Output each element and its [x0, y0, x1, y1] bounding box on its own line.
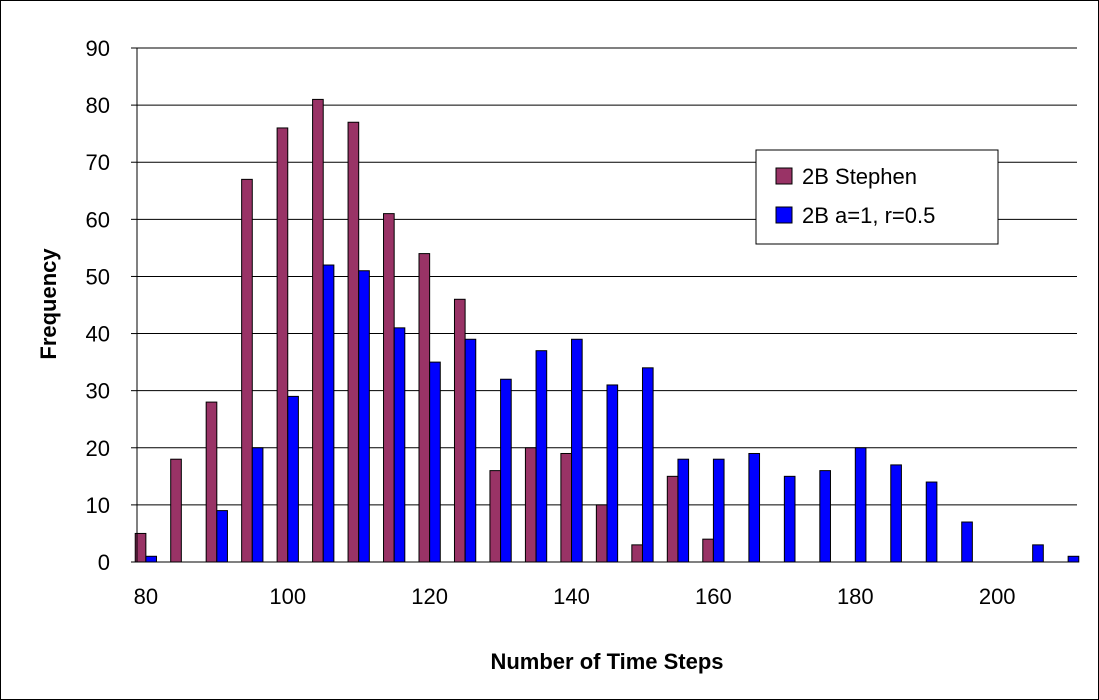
x-tick-label: 200 [979, 584, 1016, 609]
legend-swatch-series-1 [775, 167, 793, 185]
bar-series-1 [276, 127, 289, 563]
y-tick-label: 60 [86, 207, 110, 232]
bar-series-2 [571, 338, 583, 563]
bar-series-1 [383, 213, 395, 563]
bar-series-1 [205, 401, 218, 563]
bar-series-1 [524, 447, 537, 563]
bar-series-2 [819, 470, 831, 563]
bar-series-2 [216, 510, 228, 563]
bar-series-2 [429, 361, 441, 563]
y-axis-title: Frequency [36, 248, 61, 360]
bar-series-1 [453, 298, 466, 563]
bar-series-1 [595, 504, 608, 563]
bar-series-2 [535, 350, 548, 563]
bar-series-2 [287, 395, 299, 563]
bar-series-1 [347, 121, 360, 563]
bar-series-2 [606, 384, 619, 563]
bar-series-2 [1032, 544, 1044, 563]
x-tick-label: 80 [134, 584, 158, 609]
bar-series-2 [712, 458, 725, 563]
bar-series-2 [145, 555, 158, 563]
x-tick-label: 180 [837, 584, 874, 609]
bar-series-1 [702, 538, 714, 563]
bar-series-2 [961, 521, 973, 563]
y-tick-label: 20 [86, 436, 110, 461]
bar-series-2 [890, 464, 902, 563]
bar-series-2 [641, 367, 654, 563]
legend-swatch-series-2 [775, 206, 793, 224]
bar-series-2 [393, 327, 406, 563]
bar-series-2 [500, 378, 512, 563]
y-tick-label: 30 [86, 379, 110, 404]
axes [131, 47, 1077, 563]
bar-series-2 [464, 338, 477, 563]
x-tick-label: 120 [411, 584, 448, 609]
legend-label-series-1: 2B Stephen [802, 164, 917, 189]
bar-series-2 [677, 458, 690, 563]
y-tick-labels: 0 10 20 30 40 50 60 70 80 90 [86, 36, 110, 575]
legend-label-series-2: 2B a=1, r=0.5 [802, 203, 935, 228]
x-axis-title: Number of Time Steps [490, 649, 723, 674]
x-tick-label: 160 [695, 584, 732, 609]
x-tick-labels: 80 100 120 140 160 180 200 [134, 584, 1016, 609]
bar-series-2 [783, 475, 796, 563]
y-tick-label: 0 [98, 550, 110, 575]
x-tick-label: 140 [553, 584, 590, 609]
bar-series-1 [666, 475, 679, 563]
bar-series-2 [748, 452, 761, 563]
y-tick-label: 80 [86, 93, 110, 118]
bar-series-2 [322, 264, 335, 563]
bars [134, 98, 1080, 563]
y-tick-label: 90 [86, 36, 110, 61]
y-tick-label: 10 [86, 493, 110, 518]
bar-series-1 [241, 178, 253, 563]
x-tick-label: 100 [269, 584, 306, 609]
bar-series-1 [312, 98, 324, 563]
bar-series-2 [358, 270, 370, 563]
bar-series-2 [854, 447, 867, 563]
y-tick-label: 40 [86, 322, 110, 347]
bar-series-1 [560, 452, 573, 563]
bar-series-2 [251, 447, 264, 563]
legend: 2B Stephen 2B a=1, r=0.5 [755, 149, 999, 245]
bar-series-2 [925, 481, 938, 563]
bar-series-1 [631, 544, 643, 563]
y-tick-label: 70 [86, 150, 110, 175]
legend-box [755, 149, 999, 245]
bar-series-1 [418, 253, 431, 563]
bar-series-1 [170, 458, 182, 563]
bar-series-1 [489, 470, 502, 563]
bar-series-2 [1067, 555, 1080, 563]
y-tick-label: 50 [86, 264, 110, 289]
